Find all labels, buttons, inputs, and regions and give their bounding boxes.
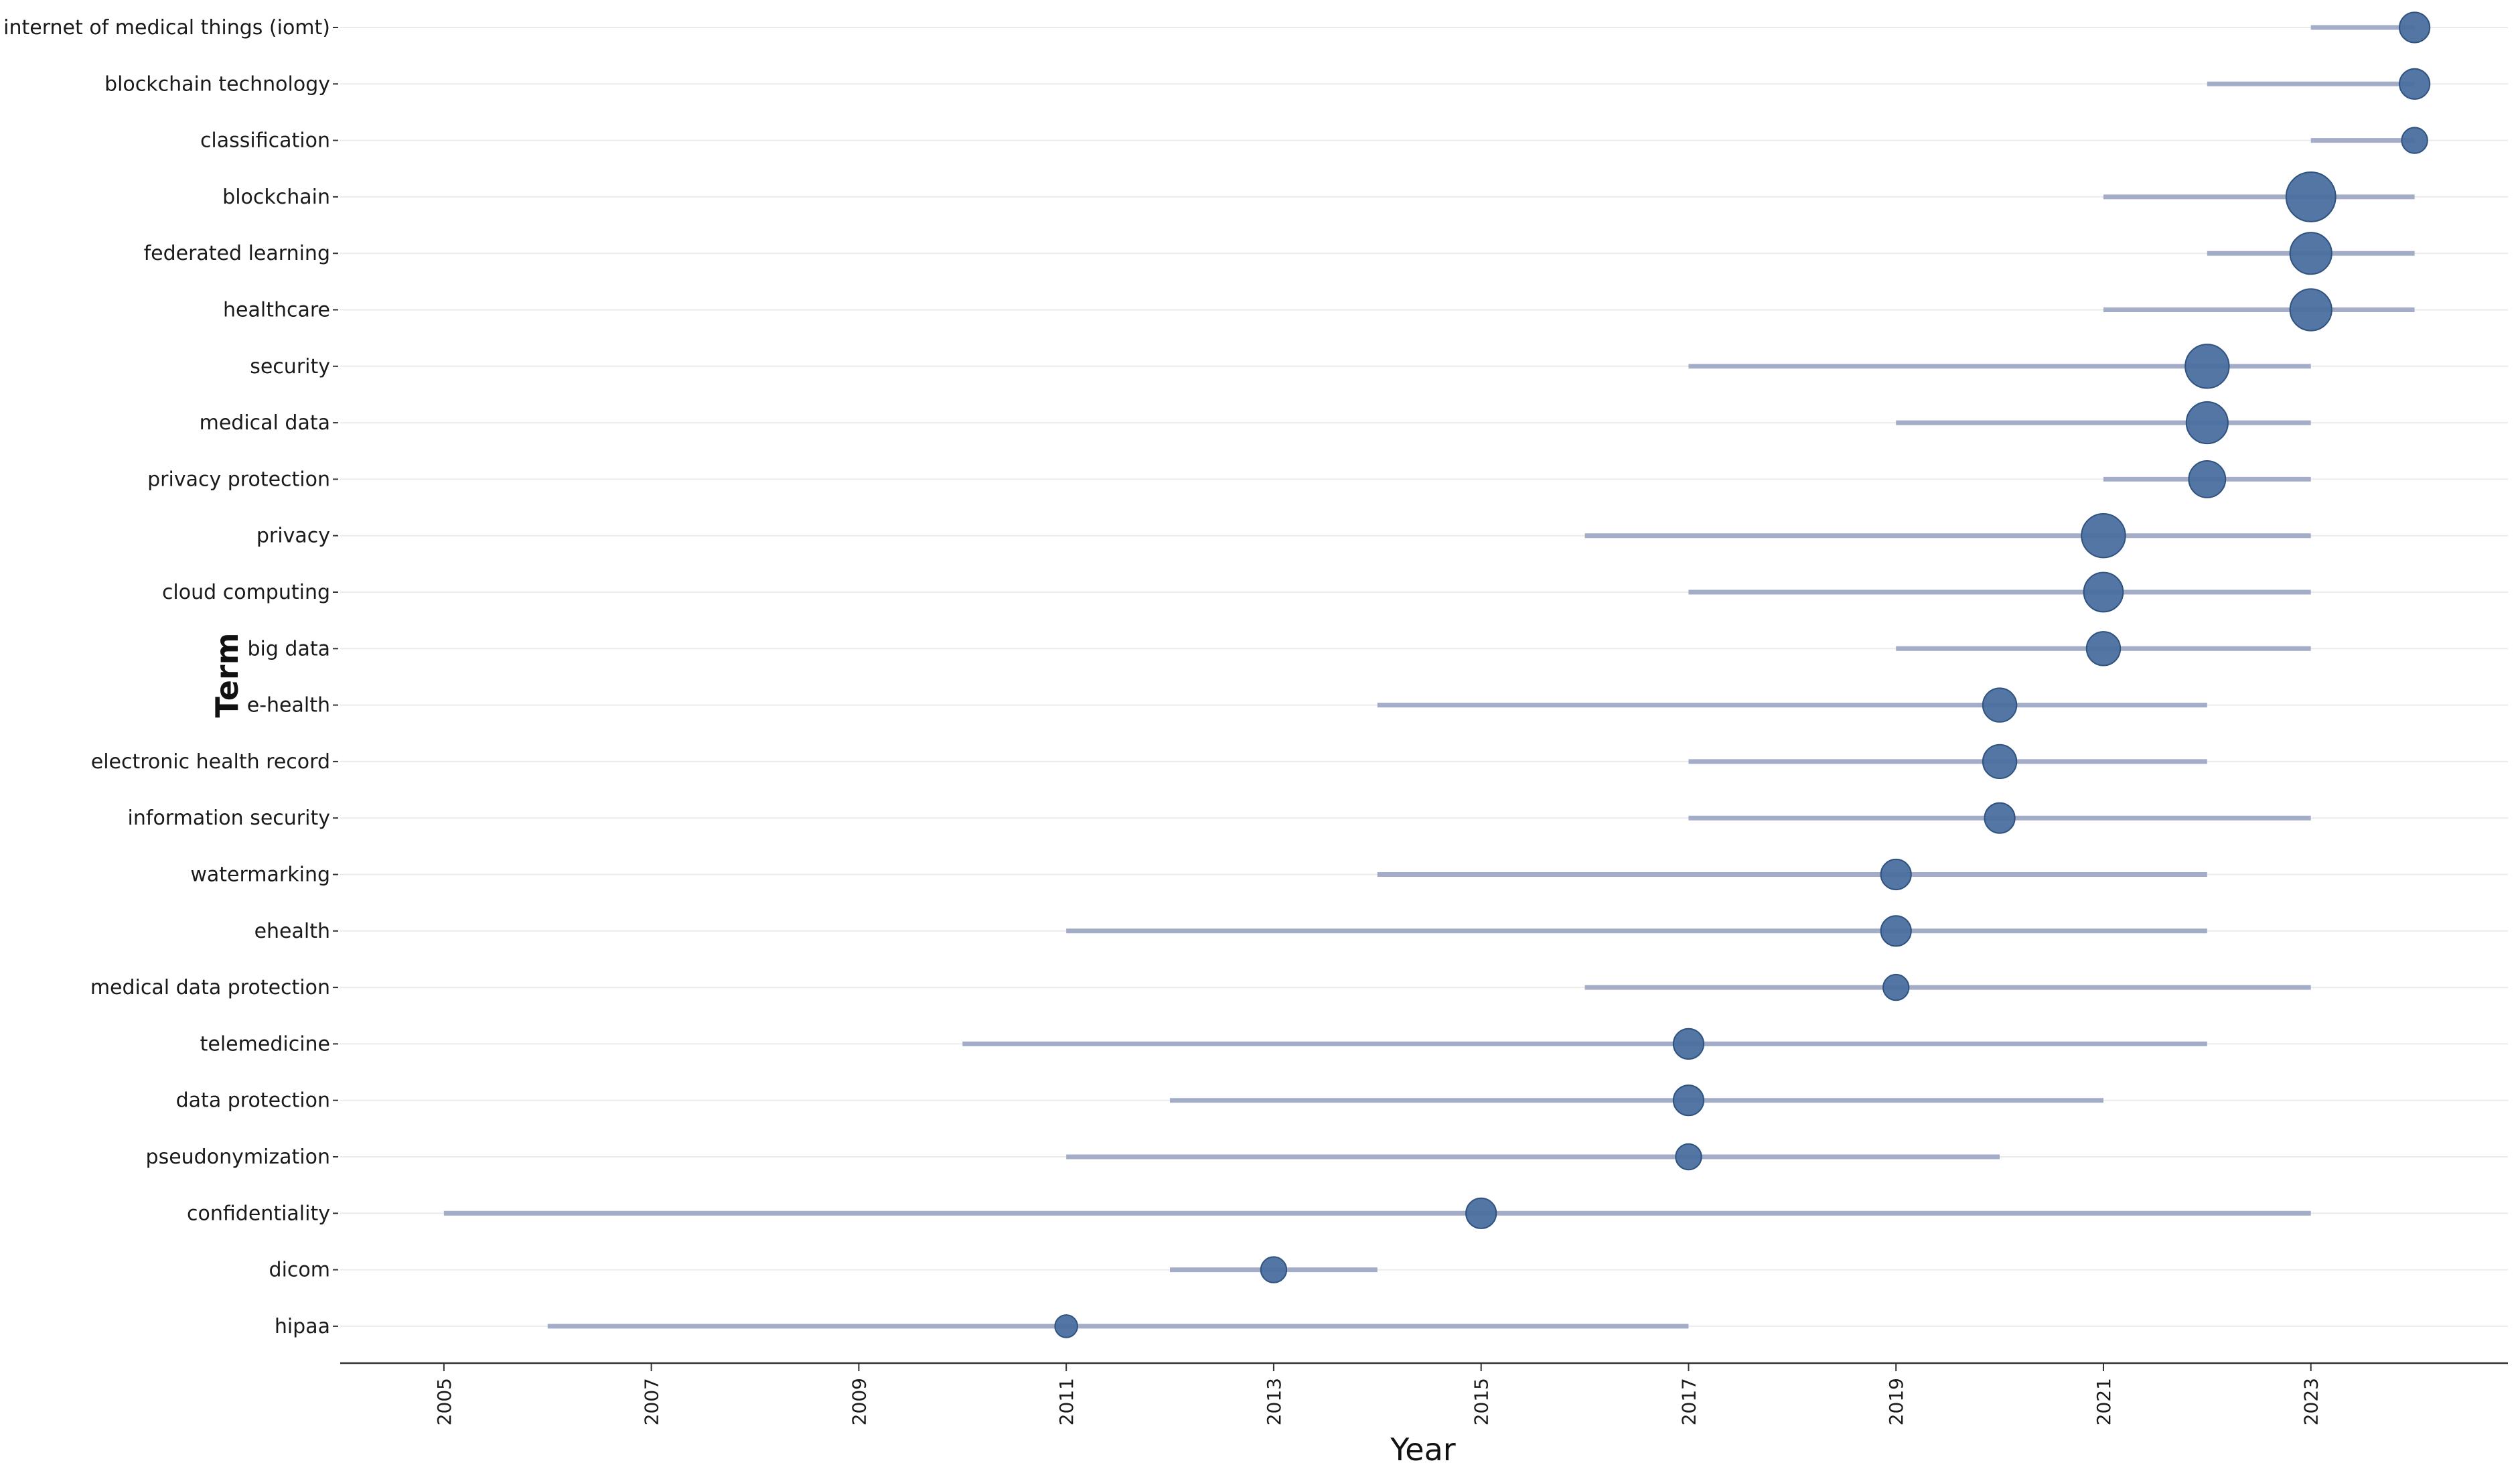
term-label-e-health: e-health — [247, 694, 330, 717]
term-label-privacy: privacy — [256, 524, 330, 548]
term-label-data-protection: data protection — [176, 1089, 330, 1113]
median-point-medical-data-protection — [1882, 973, 1910, 1001]
term-label-dicom: dicom — [269, 1259, 330, 1282]
median-point-e-health — [1982, 687, 2018, 723]
term-label-cloud-computing: cloud computing — [162, 581, 330, 604]
x-tick-label-2013: 2013 — [1263, 1378, 1285, 1425]
y-axis-title: Term — [209, 632, 245, 717]
x-tick-label-2017: 2017 — [1678, 1378, 1700, 1425]
median-point-healthcare — [2289, 288, 2332, 332]
term-label-information-security: information security — [128, 806, 330, 830]
x-tick-label-2007: 2007 — [641, 1378, 663, 1425]
term-label-federated-learning: federated learning — [144, 242, 330, 265]
term-label-ehealth: ehealth — [254, 920, 330, 943]
median-point-internet-of-medical-things-iomt — [2399, 11, 2431, 44]
median-point-ehealth — [1880, 915, 1912, 947]
median-point-data-protection — [1672, 1084, 1705, 1117]
term-label-watermarking: watermarking — [190, 863, 330, 887]
median-point-classification — [2401, 127, 2428, 154]
median-point-security — [2184, 344, 2230, 389]
median-point-privacy — [2081, 513, 2126, 559]
median-point-pseudonymization — [1675, 1143, 1702, 1171]
median-point-confidentiality — [1465, 1197, 1497, 1229]
median-point-information-security — [1984, 802, 2016, 834]
median-point-big-data — [2085, 631, 2122, 666]
median-points — [1054, 11, 2431, 1338]
median-point-telemedicine — [1672, 1028, 1705, 1060]
term-label-hipaa: hipaa — [275, 1315, 330, 1338]
x-tick-label-2005: 2005 — [433, 1378, 455, 1425]
x-tick-label-2009: 2009 — [848, 1378, 870, 1425]
term-label-internet-of-medical-things-iomt: internet of medical things (iomt) — [3, 16, 330, 40]
x-axis: 2005 2007 2009 2011 2013 2015 2017 2019 2021 2023 — [340, 1362, 2508, 1425]
x-tick-label-2021: 2021 — [2093, 1378, 2115, 1425]
term-label-medical-data-protection: medical data protection — [90, 976, 330, 999]
term-label-medical-data: medical data — [200, 411, 330, 435]
median-point-blockchain — [2285, 171, 2337, 222]
median-point-blockchain-technology — [2399, 68, 2431, 100]
x-tick-label-2015: 2015 — [1471, 1378, 1493, 1425]
median-point-electronic-health-record — [1982, 744, 2018, 780]
term-label-healthcare: healthcare — [223, 299, 330, 322]
median-point-dicom — [1260, 1256, 1288, 1283]
term-label-big-data: big data — [247, 637, 330, 660]
median-point-privacy-protection — [2188, 460, 2227, 498]
x-axis-title: Year — [1390, 1431, 1455, 1468]
term-label-telemedicine: telemedicine — [200, 1032, 330, 1056]
median-point-medical-data — [2185, 401, 2229, 445]
x-tick-label-2023: 2023 — [2300, 1378, 2322, 1425]
term-label-electronic-health-record: electronic health record — [91, 750, 330, 774]
median-point-federated-learning — [2289, 232, 2332, 275]
median-point-hipaa — [1054, 1314, 1078, 1338]
median-point-watermarking — [1880, 858, 1912, 891]
term-label-blockchain-technology: blockchain technology — [104, 72, 330, 96]
grid-lines — [340, 27, 2508, 1327]
term-label-security: security — [250, 355, 330, 378]
x-tick-label-2011: 2011 — [1055, 1378, 1078, 1425]
term-label-blockchain: blockchain — [222, 186, 330, 209]
range-segments — [443, 25, 2415, 1329]
x-tick-label-2019: 2019 — [1885, 1378, 1907, 1425]
median-point-cloud-computing — [2083, 571, 2124, 613]
term-label-privacy-protection: privacy protection — [147, 468, 330, 491]
term-label-confidentiality: confidentiality — [187, 1202, 330, 1225]
term-label-classification: classification — [200, 129, 330, 153]
term-label-pseudonymization: pseudonymization — [146, 1145, 330, 1169]
term-labels: internet of medical things (iomt) blockch… — [3, 16, 338, 1338]
